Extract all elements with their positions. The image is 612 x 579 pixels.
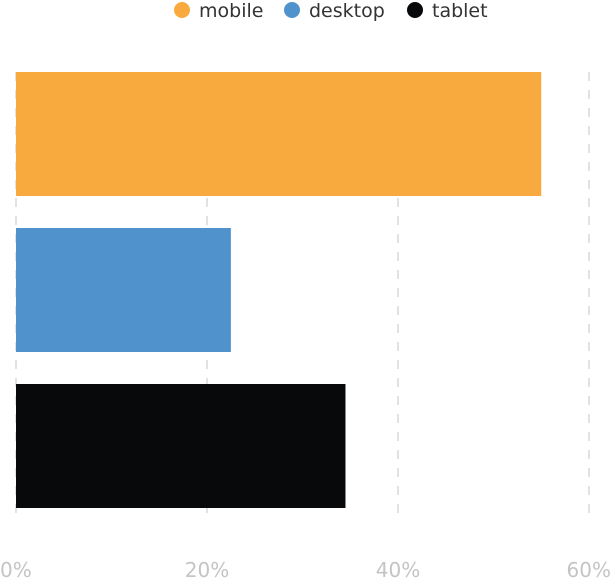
legend-item-tablet: tablet bbox=[407, 0, 488, 22]
legend-item-desktop: desktop bbox=[284, 0, 385, 22]
legend-label-desktop: desktop bbox=[309, 0, 385, 22]
legend-item-mobile: mobile bbox=[174, 0, 263, 22]
legend-label-mobile: mobile bbox=[199, 0, 263, 22]
legend-marker-tablet bbox=[407, 2, 423, 18]
bar-tablet bbox=[16, 384, 346, 508]
x-tick-label-1: 20% bbox=[185, 558, 229, 579]
x-axis-tick-labels: 0% 20% 40% 60% bbox=[0, 558, 611, 579]
bar-desktop bbox=[16, 228, 231, 352]
x-tick-label-2: 40% bbox=[376, 558, 420, 579]
bars bbox=[16, 72, 542, 508]
x-tick-label-0: 0% bbox=[0, 558, 32, 579]
x-tick-label-3: 60% bbox=[567, 558, 611, 579]
legend: mobile desktop tablet bbox=[174, 0, 488, 22]
legend-marker-desktop bbox=[284, 2, 300, 18]
legend-marker-mobile bbox=[174, 2, 190, 18]
bar-mobile bbox=[16, 72, 542, 196]
legend-label-tablet: tablet bbox=[432, 0, 488, 22]
